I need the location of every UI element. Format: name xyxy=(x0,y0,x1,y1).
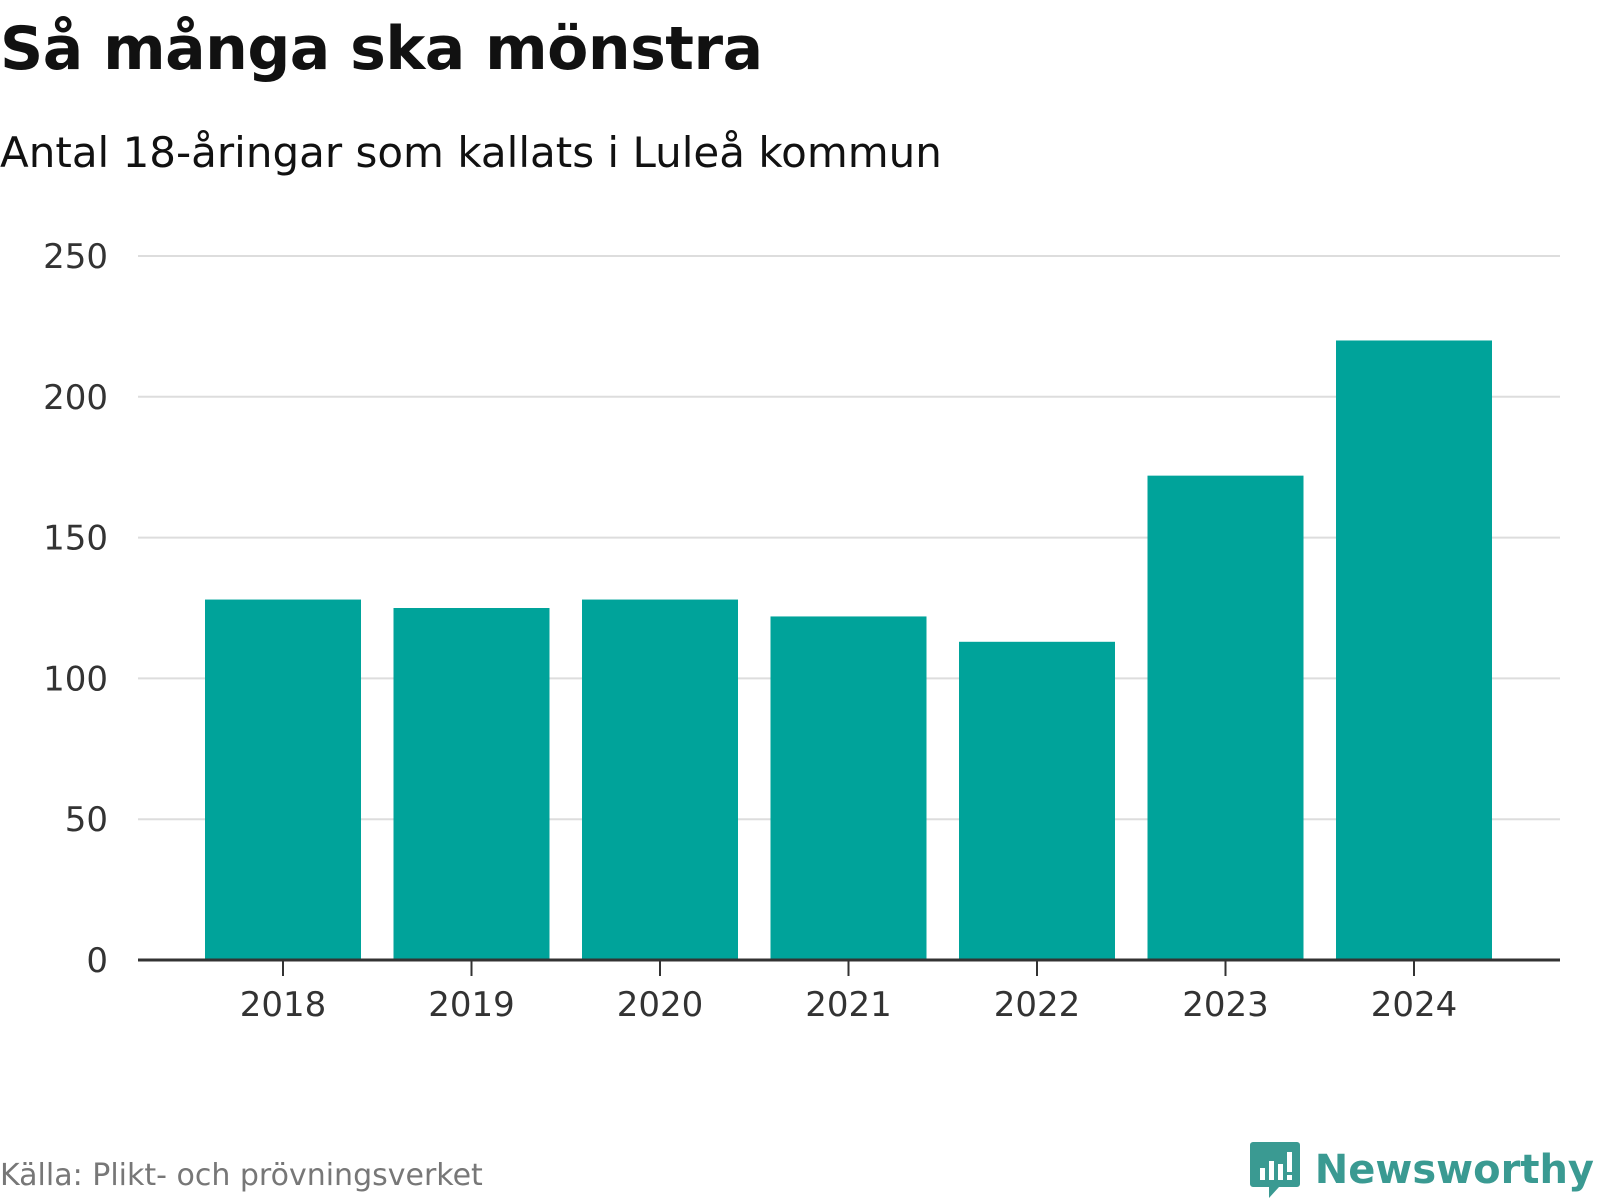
bar xyxy=(1336,340,1492,961)
bar xyxy=(582,599,738,960)
bar-chart: 0 50 100 150 200 250 2018 2019 2020 2021 2022 2023 2… xyxy=(43,237,1560,1025)
bar xyxy=(205,599,361,960)
y-tick-label: 200 xyxy=(43,378,108,418)
brand-name: Newsworthy xyxy=(1314,1147,1594,1193)
x-tick-label: 2023 xyxy=(1182,985,1269,1025)
brand-logo: Newsworthy xyxy=(1249,1140,1594,1200)
bar xyxy=(1147,475,1304,960)
bar xyxy=(393,608,550,960)
y-tick-label: 0 xyxy=(86,941,108,981)
y-tick-label: 250 xyxy=(43,237,108,277)
bar xyxy=(770,616,927,960)
x-tick-label: 2024 xyxy=(1371,985,1458,1025)
x-tick-label: 2019 xyxy=(428,985,515,1025)
bar xyxy=(959,641,1115,960)
chart-title: Så många ska mönstra xyxy=(0,14,763,84)
y-tick-label: 100 xyxy=(43,659,108,699)
y-tick-label: 50 xyxy=(65,800,108,840)
x-tick-label: 2020 xyxy=(617,985,704,1025)
source-note: Källa: Plikt- och prövningsverket xyxy=(0,1158,483,1193)
newsworthy-logo-icon xyxy=(1249,1142,1300,1198)
y-tick-label: 150 xyxy=(43,519,108,559)
chart-subtitle: Antal 18-åringar som kallats i Luleå kom… xyxy=(0,128,942,177)
x-tick-label: 2022 xyxy=(994,985,1081,1025)
x-tick-label: 2021 xyxy=(805,985,892,1025)
x-tick-label: 2018 xyxy=(240,985,327,1025)
